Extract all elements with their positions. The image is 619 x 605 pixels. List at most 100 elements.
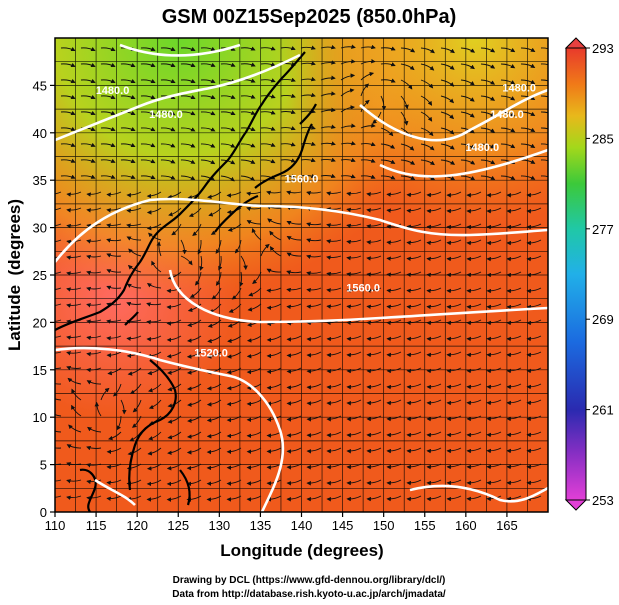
streamline: [486, 351, 502, 358]
streamline: [460, 175, 476, 181]
streamline: [326, 351, 342, 358]
streamline: [86, 286, 102, 292]
streamline: [66, 365, 82, 371]
streamline: [406, 351, 422, 358]
streamline: [106, 269, 122, 274]
streamline: [360, 158, 376, 163]
streamline: [166, 479, 182, 487]
streamline: [520, 143, 536, 148]
streamline: [128, 248, 142, 257]
streamline: [100, 110, 116, 115]
streamline: [180, 175, 196, 181]
streamline: [120, 62, 136, 68]
streamline: [340, 88, 355, 97]
streamline: [167, 271, 182, 280]
streamline: [366, 463, 382, 470]
streamline: [286, 383, 302, 390]
streamline: [166, 495, 182, 502]
streamline: [55, 430, 62, 433]
streamline: [380, 127, 394, 137]
streamline: [480, 79, 496, 85]
streamline: [526, 207, 542, 214]
streamline: [360, 71, 375, 81]
streamline: [306, 463, 322, 470]
streamline: [86, 351, 102, 357]
streamline: [86, 270, 102, 275]
streamline: [66, 495, 82, 500]
x-tick-label: 140: [291, 518, 313, 533]
streamline: [340, 44, 356, 49]
streamline: [68, 424, 82, 433]
streamline: [526, 255, 542, 262]
streamline: [260, 78, 276, 83]
streamline: [506, 415, 522, 422]
streamline: [187, 431, 202, 439]
streamline: [55, 223, 62, 227]
streamline: [440, 47, 455, 54]
streamline: [60, 94, 76, 99]
streamline: [300, 76, 316, 82]
streamline: [60, 158, 76, 163]
colorbar-label: 261: [592, 403, 614, 418]
streamline: [506, 351, 522, 358]
streamline: [246, 220, 262, 225]
streamline: [260, 159, 276, 164]
streamline: [486, 383, 502, 390]
streamline: [540, 111, 548, 114]
credit-data: Data from http://database.rish.kyoto-u.a…: [172, 589, 446, 600]
streamline: [460, 95, 475, 102]
streamline: [200, 127, 216, 132]
streamline: [126, 207, 142, 214]
streamline: [466, 463, 482, 470]
streamline: [67, 377, 82, 385]
streamline: [320, 44, 336, 50]
streamline: [206, 399, 222, 407]
streamline: [220, 94, 236, 99]
streamline: [460, 47, 476, 53]
streamline: [199, 255, 204, 271]
streamline: [106, 253, 122, 258]
streamline: [446, 303, 462, 310]
streamline: [540, 175, 548, 178]
streamline: [346, 335, 362, 342]
streamline: [480, 95, 496, 101]
streamline: [226, 383, 242, 391]
x-tick-label: 160: [455, 518, 477, 533]
y-tick-label: 30: [33, 221, 47, 236]
streamline: [486, 431, 502, 438]
streamline: [366, 495, 382, 502]
streamline: [106, 447, 122, 455]
streamline: [366, 383, 382, 390]
streamline: [180, 143, 196, 148]
streamline: [207, 351, 222, 359]
streamline: [71, 404, 82, 417]
streamline: [286, 367, 302, 374]
streamline: [480, 159, 496, 165]
streamline: [100, 158, 116, 163]
streamline: [286, 351, 302, 358]
streamline: [246, 479, 262, 486]
streamline: [460, 63, 475, 70]
y-tick-label: 0: [40, 505, 47, 520]
streamline: [426, 223, 442, 230]
streamline: [187, 319, 202, 328]
streamline: [500, 95, 516, 101]
streamline: [55, 447, 62, 449]
streamline: [326, 271, 342, 277]
streamline: [500, 47, 516, 53]
streamline: [188, 207, 202, 218]
streamline: [66, 207, 82, 213]
streamline: [446, 463, 462, 470]
streamline: [506, 207, 522, 214]
colorbar-label: 253: [592, 493, 614, 508]
streamline: [506, 319, 522, 326]
streamline: [426, 383, 442, 390]
streamline: [466, 383, 482, 390]
streamline: [86, 479, 102, 485]
streamline: [66, 351, 82, 356]
streamline: [466, 495, 482, 502]
streamline: [246, 463, 262, 470]
streamline: [440, 63, 455, 70]
streamline: [306, 415, 322, 422]
